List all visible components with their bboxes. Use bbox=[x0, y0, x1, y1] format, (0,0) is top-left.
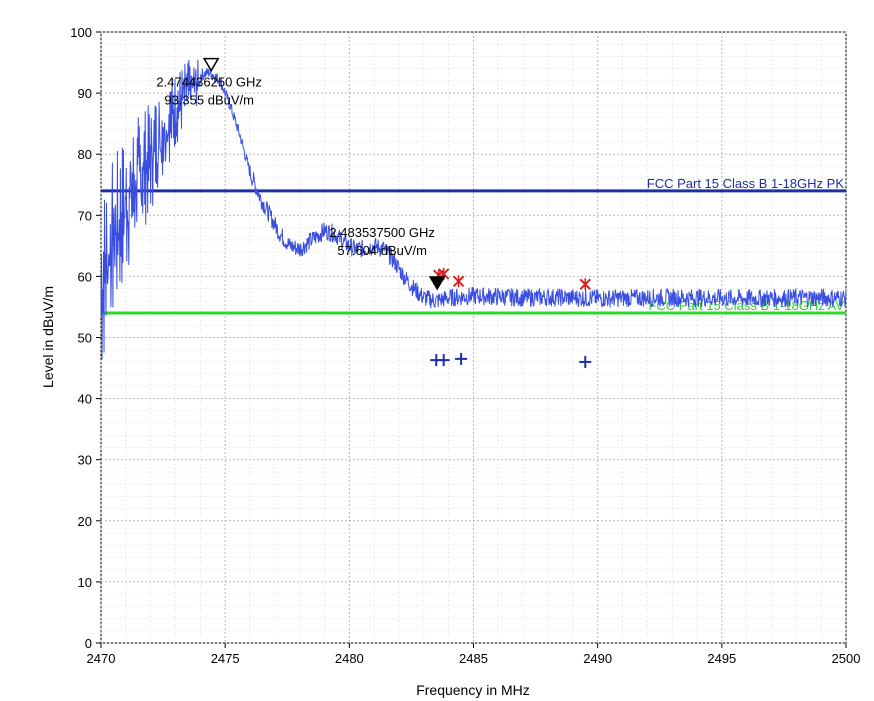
x-tick-label: 2500 bbox=[832, 651, 861, 666]
average-point bbox=[579, 355, 592, 368]
y-tick-label: 70 bbox=[78, 208, 92, 223]
x-tick-label: 2495 bbox=[707, 651, 736, 666]
marker-frequency: 2.474436250 GHz bbox=[156, 75, 262, 90]
x-axis-label: Frequency in MHz bbox=[416, 682, 530, 698]
spectrum-trace bbox=[100, 59, 847, 360]
x-tick-label: 2470 bbox=[87, 651, 116, 666]
y-tick-label: 20 bbox=[78, 514, 92, 529]
marker-level: 93.355 dBuV/m bbox=[164, 93, 254, 108]
marker-triangle bbox=[428, 276, 446, 291]
average-point bbox=[437, 354, 450, 367]
x-tick-label: 2475 bbox=[211, 651, 240, 666]
y-tick-label: 50 bbox=[78, 331, 92, 346]
y-tick-label: 0 bbox=[85, 636, 92, 651]
marker-frequency: 2.483537500 GHz bbox=[329, 225, 435, 240]
y-tick-label: 10 bbox=[78, 575, 92, 590]
x-tick-label: 2480 bbox=[335, 651, 364, 666]
marker-triangle bbox=[202, 57, 220, 73]
axis-ticks: 2470 2475 2480 2485 2490 2495 2500 0 10 20 30 40 50 6… bbox=[70, 25, 860, 666]
y-tick-label: 80 bbox=[78, 147, 92, 162]
limit-label: FCC Part 15 Class B 1-18GHz PK bbox=[647, 176, 845, 191]
peak-point bbox=[452, 275, 465, 288]
y-tick-label: 100 bbox=[70, 25, 92, 40]
x-tick-label: 2485 bbox=[459, 651, 488, 666]
peak-markers: 2.474436250 GHz 93.355 dBuV/m 2.483537500 … bbox=[156, 57, 446, 291]
y-tick-label: 60 bbox=[78, 269, 92, 284]
x-tick-label: 2490 bbox=[583, 651, 612, 666]
y-axis-label: Level in dBuV/m bbox=[40, 286, 56, 388]
y-tick-label: 40 bbox=[78, 392, 92, 407]
marker-level: 57.604 dBuV/m bbox=[337, 243, 427, 258]
average-point bbox=[455, 352, 468, 365]
y-tick-label: 90 bbox=[78, 86, 92, 101]
y-tick-label: 30 bbox=[78, 453, 92, 468]
trace-path bbox=[100, 59, 847, 360]
peak-point bbox=[579, 278, 591, 291]
